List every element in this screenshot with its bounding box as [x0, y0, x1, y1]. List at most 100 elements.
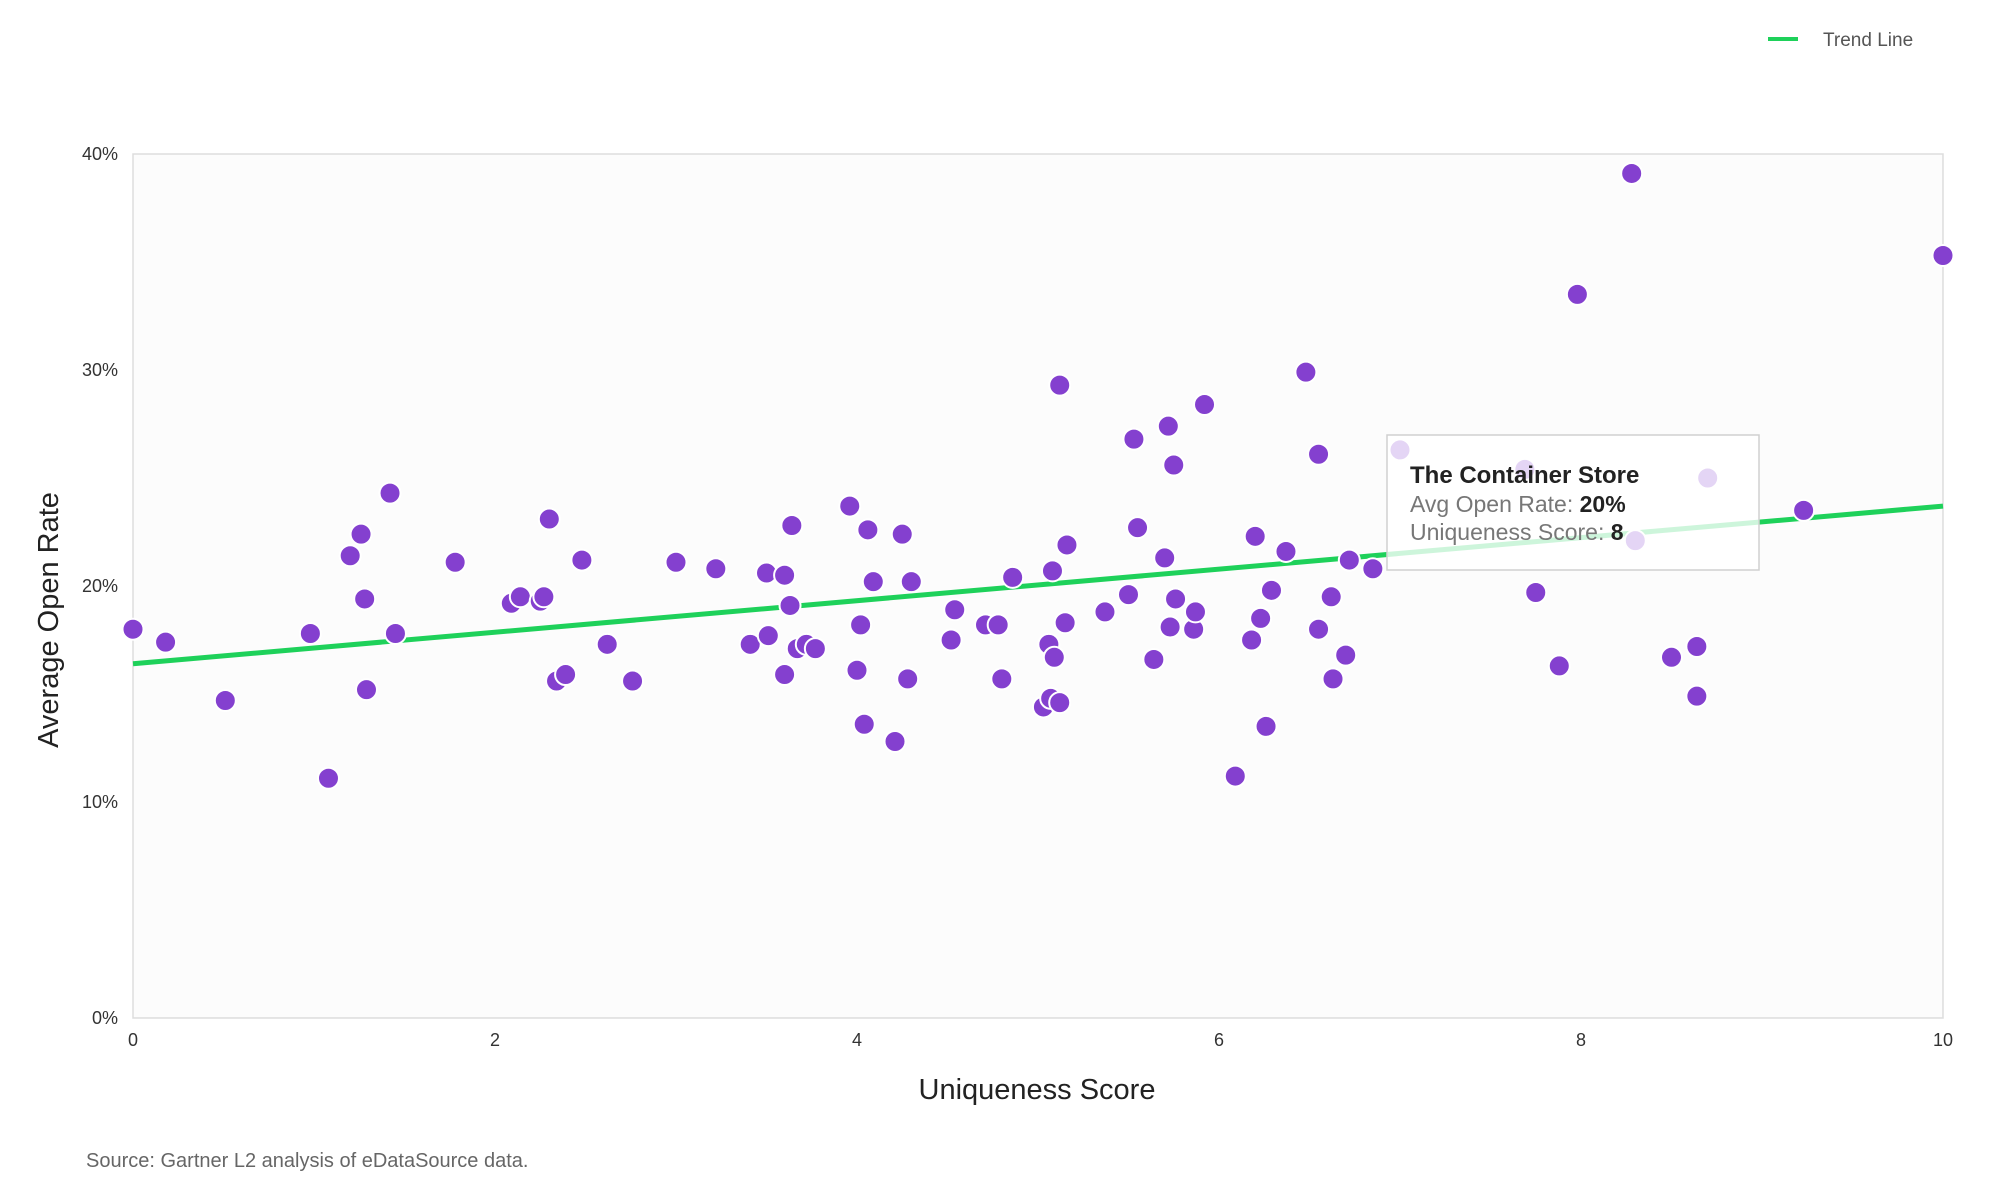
data-point[interactable] [338, 544, 362, 568]
data-point[interactable] [1620, 161, 1644, 185]
data-point[interactable] [778, 593, 802, 617]
data-point[interactable] [1042, 645, 1066, 669]
data-point[interactable] [1685, 634, 1709, 658]
data-point[interactable] [353, 587, 377, 611]
data-point[interactable] [298, 622, 322, 646]
data-point[interactable] [856, 518, 880, 542]
data-point[interactable] [1142, 647, 1166, 671]
data-point[interactable] [595, 632, 619, 656]
data-point[interactable] [1048, 373, 1072, 397]
data-point[interactable] [1153, 546, 1177, 570]
data-point[interactable] [537, 507, 561, 531]
data-point[interactable] [1223, 764, 1247, 788]
tooltip-open-rate-value: 20% [1580, 491, 1626, 517]
data-point[interactable] [1053, 611, 1077, 635]
data-point[interactable] [1117, 583, 1140, 607]
y-tick-label: 40% [82, 144, 118, 164]
data-point[interactable] [1334, 643, 1358, 667]
data-point[interactable] [883, 730, 907, 754]
data-point[interactable] [803, 637, 827, 661]
data-point[interactable] [773, 563, 797, 587]
data-point[interactable] [1547, 654, 1571, 678]
data-point[interactable] [1158, 615, 1182, 639]
source-note: Source: Gartner L2 analysis of eDataSour… [86, 1150, 529, 1172]
data-point[interactable] [1001, 565, 1025, 589]
data-point[interactable] [1240, 628, 1264, 652]
tooltip-uniqueness-value: 8 [1611, 519, 1624, 545]
data-point[interactable] [1093, 600, 1117, 624]
data-point[interactable] [1361, 557, 1385, 581]
data-point[interactable] [1162, 453, 1186, 477]
data-point[interactable] [896, 667, 920, 691]
data-point[interactable] [838, 494, 862, 518]
data-point[interactable] [773, 663, 797, 687]
data-point[interactable] [1259, 578, 1283, 602]
data-point[interactable] [845, 658, 869, 682]
data-point[interactable] [1254, 714, 1278, 738]
data-point[interactable] [1249, 606, 1273, 630]
data-point[interactable] [1040, 559, 1064, 583]
data-points [121, 161, 1955, 790]
data-point[interactable] [990, 667, 1014, 691]
data-point[interactable] [378, 481, 402, 505]
data-point[interactable] [354, 678, 378, 702]
tooltip-uniqueness-label: Uniqueness Score: [1410, 519, 1611, 545]
data-point[interactable] [890, 522, 914, 546]
data-point[interactable] [1126, 516, 1150, 540]
data-point[interactable] [349, 522, 373, 546]
data-point[interactable] [943, 598, 967, 622]
x-tick-label: 10 [1933, 1030, 1953, 1050]
y-tick-label: 0% [92, 1008, 118, 1028]
data-point[interactable] [986, 613, 1010, 637]
data-point[interactable] [1337, 548, 1361, 572]
data-point[interactable] [316, 766, 340, 790]
data-point[interactable] [852, 712, 876, 736]
data-point[interactable] [1792, 498, 1816, 522]
tooltip-uniqueness: Uniqueness Score: 8 [1410, 519, 1624, 545]
data-point[interactable] [213, 688, 237, 712]
data-point[interactable] [1274, 539, 1298, 563]
data-point[interactable] [1156, 414, 1180, 438]
data-point[interactable] [1685, 684, 1709, 708]
data-point[interactable] [1524, 580, 1548, 604]
data-point[interactable] [570, 548, 594, 572]
data-point[interactable] [939, 628, 963, 652]
data-point[interactable] [861, 570, 885, 594]
data-point[interactable] [1055, 533, 1079, 557]
data-point[interactable] [532, 585, 556, 609]
data-point[interactable] [383, 622, 407, 646]
data-point[interactable] [780, 514, 804, 538]
data-point[interactable] [508, 585, 532, 609]
data-point[interactable] [1565, 282, 1589, 306]
y-tick-label: 20% [82, 576, 118, 596]
data-point[interactable] [899, 570, 923, 594]
data-point[interactable] [1193, 393, 1217, 417]
tooltip-box [1386, 434, 1760, 571]
data-point[interactable] [1660, 645, 1683, 669]
legend[interactable]: Trend Line [1768, 30, 1913, 51]
data-point[interactable] [1321, 667, 1345, 691]
data-point[interactable] [664, 550, 688, 574]
data-point[interactable] [121, 617, 145, 641]
data-point[interactable] [1048, 691, 1072, 715]
y-axis-title: Average Open Rate [33, 492, 65, 748]
data-point[interactable] [1307, 442, 1331, 466]
data-point[interactable] [1294, 360, 1318, 384]
data-point[interactable] [1243, 524, 1267, 548]
data-point[interactable] [756, 624, 780, 648]
data-point[interactable] [154, 630, 178, 654]
data-point[interactable] [704, 557, 728, 581]
data-point[interactable] [738, 632, 762, 656]
data-point[interactable] [1319, 585, 1343, 609]
data-point[interactable] [1931, 244, 1955, 268]
data-point[interactable] [1122, 427, 1146, 451]
data-point[interactable] [1307, 617, 1331, 641]
data-point[interactable] [554, 663, 578, 687]
legend-trend-label: Trend Line [1823, 30, 1913, 51]
data-point[interactable] [443, 550, 467, 574]
data-point[interactable] [621, 669, 645, 693]
data-point[interactable] [1183, 600, 1207, 624]
data-point[interactable] [1164, 587, 1188, 611]
data-point[interactable] [849, 613, 873, 637]
